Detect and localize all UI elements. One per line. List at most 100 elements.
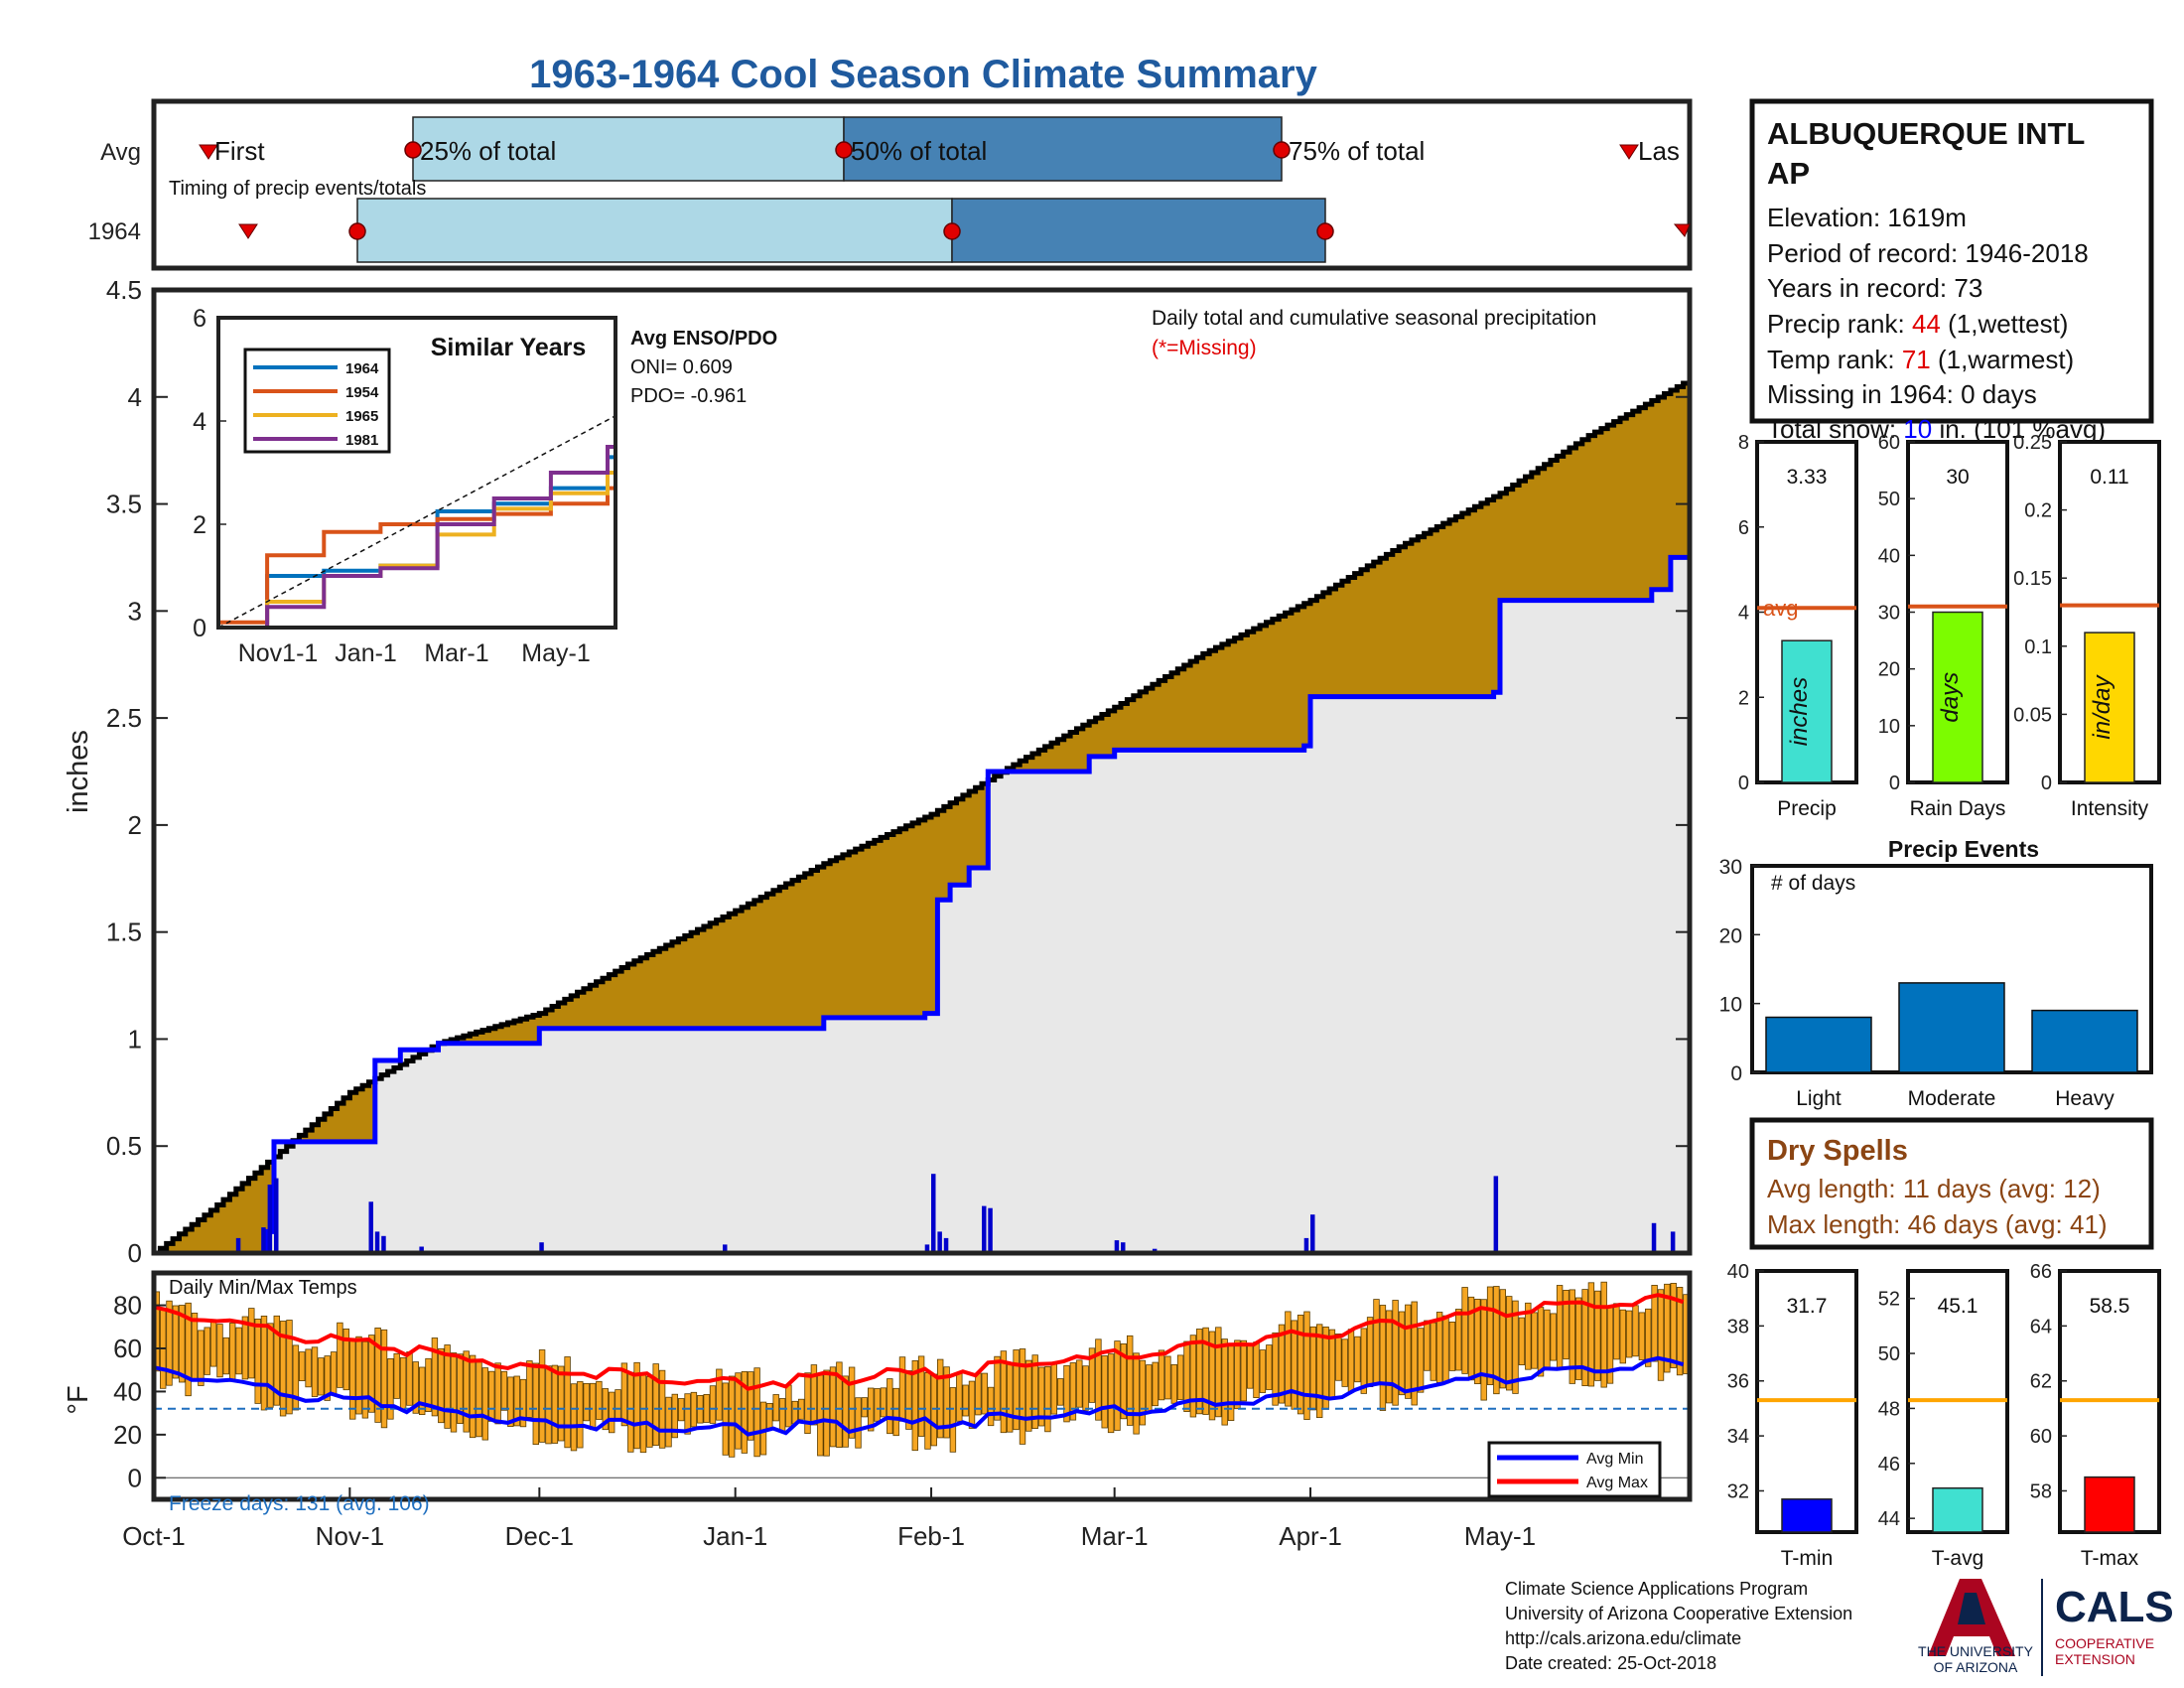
- daily-temp-bar: [1000, 1350, 1008, 1434]
- daily-temp-bar: [1461, 1287, 1468, 1374]
- daily-temp-bar: [817, 1374, 824, 1457]
- ua-a-inner-icon: [1958, 1593, 1985, 1624]
- daily-temp-bar: [1278, 1324, 1286, 1404]
- daily-temp-bar: [596, 1380, 603, 1420]
- daily-temp-bar: [1019, 1348, 1026, 1445]
- daily-temp-bar: [937, 1358, 944, 1439]
- station-frame: [1749, 98, 2154, 424]
- temps-y-tick-label: 20: [113, 1420, 142, 1450]
- daily-temp-bar: [1594, 1290, 1601, 1381]
- daily-temp-bar: [1335, 1334, 1342, 1381]
- small-panel-category: T-max: [2081, 1547, 2139, 1570]
- small-panel-tick-label: 38: [1727, 1316, 1749, 1337]
- daily-temp-bar: [1512, 1300, 1519, 1394]
- small-panel-tick-label: 58: [2030, 1480, 2052, 1502]
- daily-temp-bar: [1189, 1335, 1197, 1418]
- daily-temp-bar: [1486, 1286, 1494, 1385]
- events-title: Precip Events: [1888, 836, 2039, 862]
- small-panel-tick-label: 2: [1738, 687, 1749, 709]
- daily-temp-bar: [1202, 1327, 1209, 1415]
- daily-temp-bar: [848, 1366, 856, 1439]
- daily-temp-bar: [1266, 1344, 1273, 1390]
- daily-precip-bar: [1310, 1214, 1315, 1253]
- small-panel-tick-label: 46: [1878, 1454, 1900, 1476]
- ua-name-2: OF ARIZONA: [1934, 1659, 2018, 1675]
- daily-temp-bar: [241, 1316, 249, 1380]
- daily-temp-bar: [1176, 1354, 1184, 1400]
- daily-temp-bar: [728, 1375, 736, 1458]
- daily-temp-bar: [994, 1355, 1001, 1421]
- timing-row-1964-label: 1964: [88, 218, 141, 245]
- daily-temp-bar: [1158, 1349, 1165, 1401]
- daily-temp-bar: [1095, 1338, 1102, 1421]
- x-tick-label: Nov-1: [316, 1521, 384, 1551]
- daily-temp-bar: [1435, 1312, 1443, 1383]
- small-panel-tick-label: 60: [2030, 1426, 2052, 1448]
- daily-temp-bar: [804, 1372, 811, 1434]
- y1964-first-marker: [238, 223, 258, 239]
- cumulative-1964-line: [154, 546, 1693, 1256]
- marker-label-75: 75% of total: [1289, 136, 1425, 166]
- daily-temp-bar: [235, 1327, 242, 1375]
- timing-panel: Avg 1964 First 25% of total 50% of total…: [88, 98, 1693, 271]
- daily-temp-bar: [949, 1387, 957, 1453]
- y1964-last-marker: [1673, 223, 1691, 237]
- small-panel-tick-label: 0: [1738, 773, 1749, 794]
- avg-25-marker: [404, 141, 422, 159]
- daily-temp-bar: [1442, 1315, 1449, 1384]
- daily-precip-bar: [274, 1178, 279, 1253]
- y-tick-label: 3: [128, 596, 142, 626]
- daily-temp-bar: [1664, 1283, 1671, 1373]
- daily-temp-bar: [1360, 1328, 1367, 1394]
- small-panel-tick-label: 10: [1878, 716, 1900, 738]
- event-bar: [1765, 1016, 1872, 1073]
- small-panel-value: 45.1: [1938, 1295, 1979, 1318]
- y1964-75-marker: [1316, 222, 1334, 240]
- daily-temp-bar: [1499, 1289, 1506, 1389]
- y1964-50-marker: [943, 222, 961, 240]
- daily-temp-bar: [861, 1397, 868, 1418]
- inset-y-tick-label: 2: [193, 511, 206, 539]
- marker-label-last: Las: [1638, 136, 1680, 166]
- daily-temp-bar: [1183, 1340, 1190, 1412]
- daily-temp-bar: [1170, 1364, 1177, 1404]
- timing-caption: Timing of precip events/totals: [169, 178, 426, 200]
- event-bar: [1898, 982, 2005, 1073]
- precip-1964-area: [154, 546, 1690, 1253]
- daily-temp-bar: [943, 1366, 950, 1439]
- daily-temp-bar: [1405, 1304, 1412, 1399]
- daily-temp-bar: [318, 1357, 325, 1396]
- daily-precip-bar: [539, 1242, 544, 1253]
- enso-pdo: PDO= -0.961: [630, 385, 747, 407]
- temps-label: Daily Min/Max Temps: [169, 1277, 357, 1299]
- daily-temp-bar: [1354, 1336, 1361, 1383]
- daily-temp-bar: [627, 1371, 634, 1453]
- daily-temp-bar: [753, 1367, 760, 1458]
- footer-line3[interactable]: http://cals.arizona.edu/climate: [1505, 1628, 1741, 1648]
- daily-temp-bar: [476, 1361, 482, 1438]
- event-category-label: Moderate: [1908, 1087, 1996, 1110]
- daily-temp-bar: [1133, 1352, 1140, 1435]
- footer-line1: Climate Science Applications Program: [1505, 1579, 1808, 1599]
- small-panel-tick-label: 0: [2041, 773, 2052, 794]
- small-panel-tick-label: 30: [1878, 603, 1900, 625]
- daily-temp-bar: [614, 1389, 621, 1420]
- small-panel-value: 0.11: [2090, 466, 2128, 489]
- daily-temp-bar: [198, 1330, 205, 1386]
- small-panel-tick-label: 62: [2030, 1371, 2052, 1393]
- daily-precip-bar: [1121, 1242, 1126, 1253]
- daily-precip-bar: [1670, 1231, 1676, 1253]
- small-panel-tick-label: 52: [1878, 1289, 1900, 1311]
- daily-temp-bar: [1651, 1285, 1658, 1362]
- avg-min-line: [153, 1355, 1685, 1437]
- daily-temp-bar: [956, 1372, 963, 1422]
- daily-precip-bar: [235, 1237, 241, 1253]
- inset-series-line: [218, 486, 615, 625]
- small-panel-value: 3.33: [1787, 466, 1828, 489]
- daily-temp-bar: [633, 1361, 640, 1450]
- marker-label-25: 25% of total: [420, 136, 556, 166]
- inset-legend-label: 1964: [345, 360, 379, 377]
- daily-temp-bar: [1341, 1338, 1348, 1387]
- daily-temp-bar: [1430, 1322, 1436, 1381]
- daily-temp-bar: [209, 1320, 217, 1367]
